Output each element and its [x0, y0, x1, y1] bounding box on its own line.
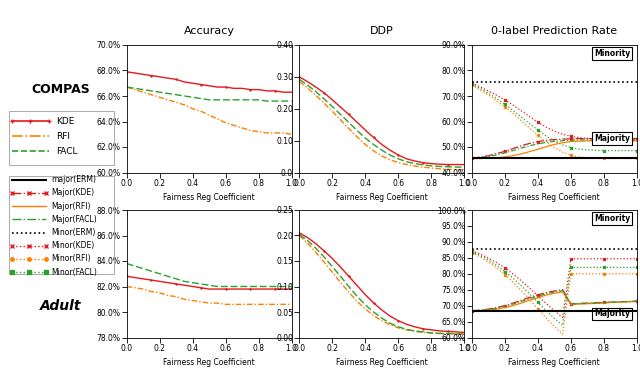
Text: Minority: Minority — [594, 49, 630, 58]
Text: Minor(FACL): Minor(FACL) — [51, 268, 97, 277]
X-axis label: Fairness Reg Coefficient: Fairness Reg Coefficient — [163, 193, 255, 202]
Text: 0-label Prediction Rate: 0-label Prediction Rate — [492, 26, 618, 36]
X-axis label: Fairness Reg Coefficient: Fairness Reg Coefficient — [336, 358, 428, 367]
Text: major(ERM): major(ERM) — [51, 175, 96, 184]
X-axis label: Fairness Reg Coefficient: Fairness Reg Coefficient — [508, 358, 600, 367]
X-axis label: Fairness Reg Coefficient: Fairness Reg Coefficient — [163, 358, 255, 367]
Text: DDP: DDP — [370, 26, 394, 36]
Text: Adult: Adult — [40, 298, 81, 313]
Text: Minority: Minority — [594, 214, 630, 223]
Text: Minor(RFI): Minor(RFI) — [51, 254, 91, 263]
Text: KDE: KDE — [56, 117, 74, 126]
Text: Minor(ERM): Minor(ERM) — [51, 228, 95, 237]
Text: Majority: Majority — [594, 134, 630, 143]
Text: RFI: RFI — [56, 132, 70, 141]
X-axis label: Fairness Reg Coefficient: Fairness Reg Coefficient — [508, 193, 600, 202]
Text: COMPAS: COMPAS — [31, 83, 90, 96]
Text: Majority: Majority — [594, 309, 630, 318]
X-axis label: Fairness Reg Coefficient: Fairness Reg Coefficient — [336, 193, 428, 202]
Text: Major(FACL): Major(FACL) — [51, 215, 97, 224]
Text: Major(RFI): Major(RFI) — [51, 202, 91, 211]
Text: Major(KDE): Major(KDE) — [51, 188, 94, 197]
Text: Minor(KDE): Minor(KDE) — [51, 241, 95, 250]
Text: FACL: FACL — [56, 147, 77, 156]
Text: Accuracy: Accuracy — [184, 26, 235, 36]
